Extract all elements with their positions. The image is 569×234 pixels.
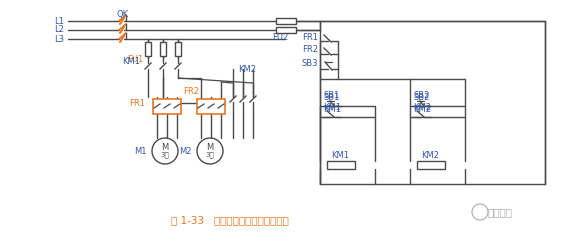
Text: KM2: KM2 [413,105,431,113]
Text: SB1: SB1 [324,91,340,100]
Text: SB1: SB1 [324,92,340,102]
Text: KM2: KM2 [238,66,256,74]
Bar [327,161,355,169]
Bar [276,27,296,33]
Text: FR2: FR2 [183,87,199,95]
Text: SB2: SB2 [414,92,430,102]
Text: FU2: FU2 [272,33,288,41]
Text: SB2: SB2 [414,91,430,100]
Bar [197,99,225,114]
Bar [153,99,181,114]
Bar [160,42,166,56]
Text: 电工之家: 电工之家 [488,207,513,217]
Text: FU1: FU1 [127,55,143,65]
Text: FR1: FR1 [129,99,145,109]
Text: QK: QK [117,10,129,18]
Bar [417,161,445,169]
Text: M2: M2 [179,146,192,156]
Bar [175,42,181,56]
Text: KM2: KM2 [421,150,439,160]
Text: 3～: 3～ [205,152,215,158]
Text: M: M [207,143,213,151]
Text: M: M [162,143,168,151]
Text: 图 1-33   主电路实现顺序控制电路图: 图 1-33 主电路实现顺序控制电路图 [171,215,289,225]
Text: KM1: KM1 [323,105,341,113]
Text: KM2: KM2 [413,102,431,111]
Text: KM1: KM1 [122,58,140,66]
Text: L2: L2 [54,26,64,34]
Bar [145,42,151,56]
Text: FR2: FR2 [302,45,318,55]
Bar [276,18,296,24]
Text: FR1: FR1 [302,33,318,41]
Text: M1: M1 [134,146,147,156]
Text: L1: L1 [54,17,64,26]
Text: KM1: KM1 [331,150,349,160]
Text: 3～: 3～ [160,152,170,158]
Text: KM1: KM1 [323,102,341,111]
Text: L3: L3 [54,34,64,44]
Text: SB3: SB3 [302,59,318,69]
